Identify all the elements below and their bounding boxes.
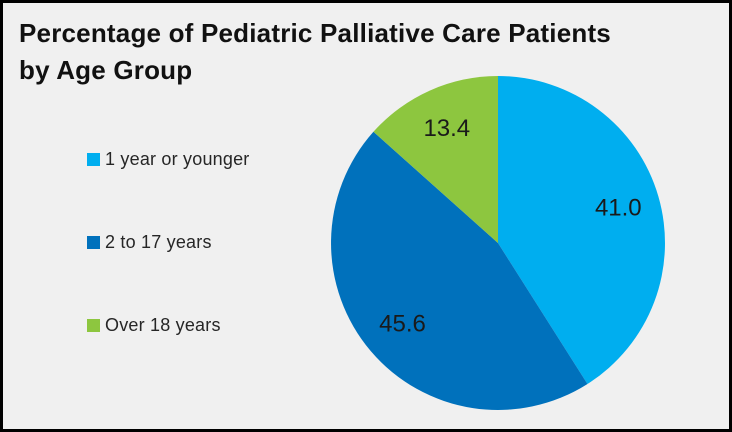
legend-swatch-green [87, 319, 100, 332]
legend-label: Over 18 years [105, 315, 221, 335]
pie-chart: 41.0 45.6 13.4 [331, 76, 665, 410]
chart-title-line1: Percentage of Pediatric Palliative Care … [19, 18, 611, 48]
legend-item-over-18-years: Over 18 years [87, 315, 249, 336]
legend-swatch-dark-blue [87, 236, 100, 249]
pie-slice-over-18-years [373, 76, 498, 243]
legend-label: 2 to 17 years [105, 232, 212, 252]
chart-title: Percentage of Pediatric Palliative Care … [19, 15, 611, 89]
legend-item-1-year-or-younger: 1 year or younger [87, 149, 249, 170]
legend-label: 1 year or younger [105, 149, 250, 169]
pie-slice-label: 41.0 [595, 195, 642, 222]
legend: 1 year or younger 2 to 17 years Over 18 … [87, 149, 249, 336]
legend-swatch-light-blue [87, 153, 100, 166]
pie-slice-label: 13.4 [423, 115, 470, 142]
pie-slice-2-to-17-years [331, 131, 588, 410]
legend-item-2-to-17-years: 2 to 17 years [87, 232, 249, 253]
pie-slice-1-year-or-younger [498, 76, 665, 384]
chart-title-line2: by Age Group [19, 55, 193, 85]
pie-slice-label: 45.6 [379, 311, 426, 338]
